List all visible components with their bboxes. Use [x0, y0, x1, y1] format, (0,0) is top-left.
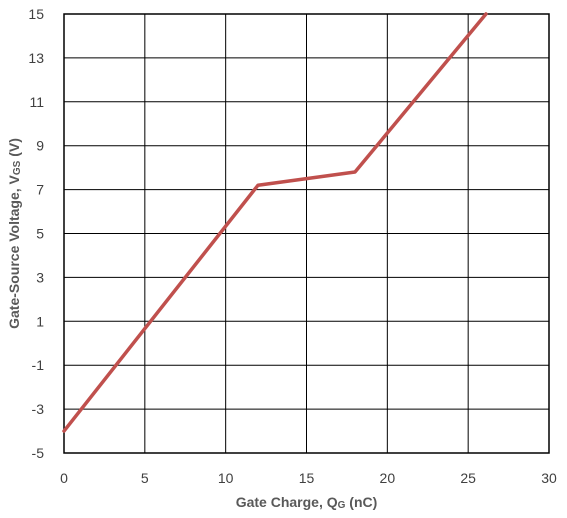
y-tick-label: 11 — [29, 94, 44, 110]
x-tick-label: 5 — [141, 470, 149, 486]
x-tick-label: 20 — [380, 470, 396, 486]
y-axis-title-subscript: GS — [12, 160, 23, 175]
y-tick-label: 9 — [36, 138, 44, 154]
y-tick-label: -5 — [32, 445, 45, 461]
y-tick-label: 5 — [36, 226, 44, 242]
y-tick-label: 7 — [36, 182, 44, 198]
grid — [63, 13, 550, 454]
y-tick-label: 13 — [28, 50, 44, 66]
x-axis-title-subscript: G — [338, 500, 346, 511]
y-axis-title-main: Gate-Source Voltage, V — [6, 174, 22, 328]
y-tick-label: -3 — [32, 401, 45, 417]
y-tick-label: 15 — [28, 6, 44, 22]
series-line — [62, 12, 488, 433]
y-axis-title: Gate-Source Voltage, VGS (V) — [6, 138, 23, 329]
y-tick-label: 1 — [36, 313, 44, 329]
series-group — [62, 12, 488, 433]
x-axis-title-suffix: (nC) — [345, 494, 377, 510]
x-axis-ticks: 0 5 10 15 20 25 30 — [60, 470, 557, 486]
x-tick-label: 0 — [60, 470, 68, 486]
x-tick-label: 15 — [299, 470, 315, 486]
x-axis-title-main: Gate Charge, Q — [236, 494, 338, 510]
x-tick-label: 25 — [460, 470, 476, 486]
x-tick-label: 30 — [541, 470, 557, 486]
y-tick-label: -1 — [32, 357, 45, 373]
x-axis-title: Gate Charge, QG (nC) — [236, 494, 378, 511]
y-tick-label: 3 — [36, 269, 44, 285]
plot-area-frame — [63, 13, 550, 454]
x-tick-label: 10 — [218, 470, 234, 486]
y-axis-title-suffix: (V) — [6, 138, 22, 161]
